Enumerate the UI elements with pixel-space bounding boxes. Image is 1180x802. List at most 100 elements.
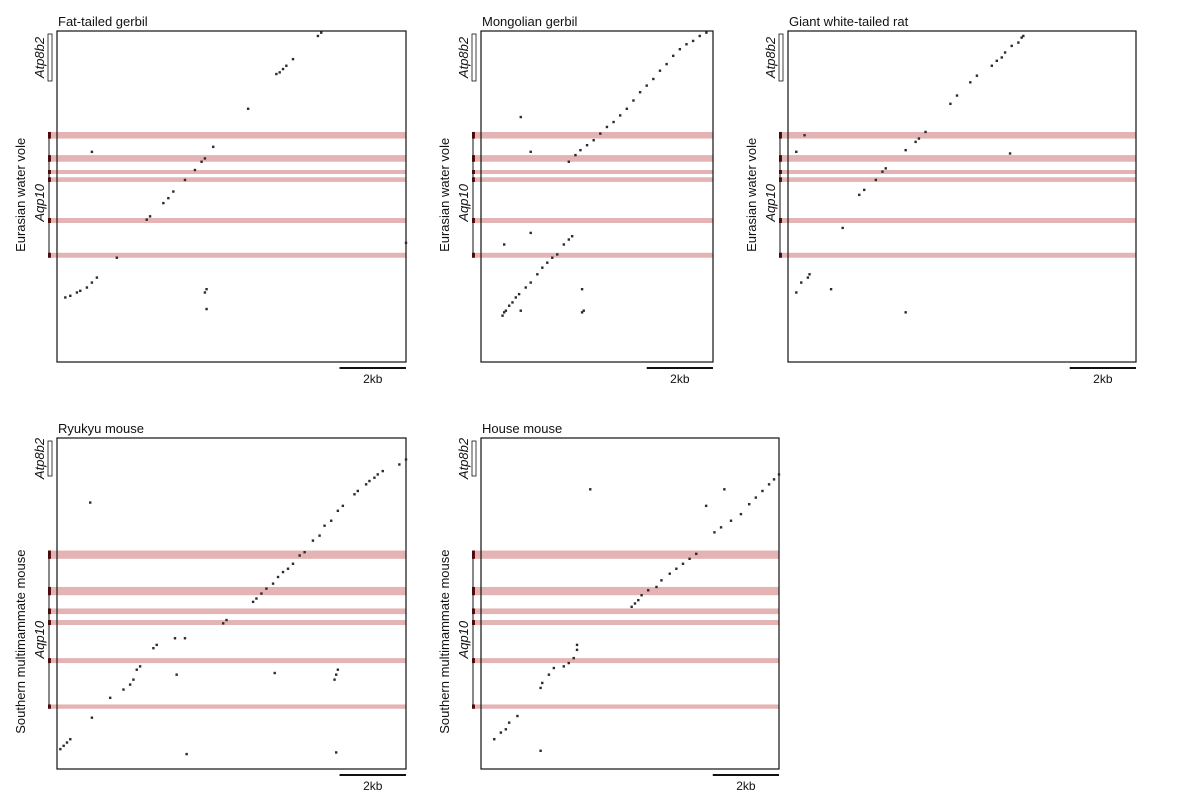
scale-bar-label: 2kb bbox=[363, 779, 383, 793]
data-point bbox=[580, 311, 584, 314]
data-point bbox=[612, 120, 615, 124]
atp8b2-gene-track bbox=[471, 33, 477, 82]
data-point bbox=[630, 605, 633, 609]
data-point bbox=[529, 281, 532, 284]
highlight-band bbox=[473, 550, 779, 559]
data-point bbox=[562, 665, 565, 668]
data-point bbox=[777, 473, 781, 476]
highlight-band bbox=[473, 155, 713, 162]
data-point bbox=[519, 115, 522, 119]
data-point bbox=[285, 64, 288, 67]
data-point bbox=[145, 218, 148, 221]
data-point bbox=[364, 483, 368, 486]
atp8b2-gene-track bbox=[471, 440, 477, 477]
scale-bar-label: 2kb bbox=[1093, 372, 1113, 386]
data-point bbox=[336, 668, 340, 671]
data-point bbox=[800, 281, 803, 284]
data-point bbox=[333, 678, 336, 681]
data-point bbox=[874, 178, 878, 182]
data-point bbox=[271, 582, 275, 585]
data-point bbox=[1010, 44, 1013, 48]
data-point bbox=[633, 602, 637, 605]
panel-title: Fat-tailed gerbil bbox=[58, 14, 148, 29]
data-point bbox=[975, 74, 979, 77]
data-point bbox=[135, 668, 138, 671]
data-point bbox=[517, 292, 521, 296]
panel-5: House mouse Southern multimammate mouse At… bbox=[437, 421, 781, 793]
data-point bbox=[739, 512, 743, 516]
data-point bbox=[660, 579, 663, 582]
data-point bbox=[203, 157, 207, 160]
data-point bbox=[318, 534, 321, 537]
data-point bbox=[503, 243, 506, 246]
data-point bbox=[255, 597, 258, 600]
data-point bbox=[335, 673, 338, 676]
data-point bbox=[767, 483, 771, 486]
panel-3: Giant white-tailed rat Eurasian water vol… bbox=[744, 14, 1137, 386]
data-point bbox=[260, 592, 263, 595]
data-point bbox=[917, 137, 921, 140]
data-point bbox=[373, 476, 376, 479]
data-point bbox=[62, 744, 65, 748]
data-point bbox=[632, 99, 635, 102]
gene-label-atp8b2: Atp8b2 bbox=[456, 437, 471, 480]
atp8b2-gene-track bbox=[778, 33, 784, 82]
highlight-band bbox=[49, 131, 406, 139]
panel-4: Ryukyu mouse Southern multimammate mouse A… bbox=[13, 421, 408, 793]
highlight-band bbox=[473, 131, 713, 139]
data-point bbox=[562, 243, 566, 246]
data-point bbox=[681, 562, 685, 565]
data-point bbox=[619, 114, 622, 117]
data-point bbox=[75, 291, 79, 294]
data-point bbox=[536, 273, 539, 276]
data-point bbox=[200, 160, 203, 163]
gene-label-aqp10: Aqp10 bbox=[456, 183, 471, 222]
data-point bbox=[175, 673, 178, 676]
data-point bbox=[376, 473, 379, 476]
data-point bbox=[580, 287, 584, 291]
atp8b2-gene-track bbox=[47, 440, 53, 477]
data-point bbox=[665, 62, 668, 66]
panel-2: Mongolian gerbil Eurasian water vole Atp8b… bbox=[437, 14, 714, 386]
data-point bbox=[286, 567, 290, 570]
data-point bbox=[698, 34, 701, 38]
highlight-band bbox=[49, 252, 406, 258]
panel-title: Mongolian gerbil bbox=[482, 14, 578, 29]
data-point bbox=[884, 167, 887, 170]
data-point bbox=[162, 201, 165, 205]
data-point bbox=[541, 266, 544, 269]
highlight-band bbox=[780, 170, 1136, 174]
data-point bbox=[185, 752, 188, 756]
data-point bbox=[152, 646, 155, 650]
data-point bbox=[645, 84, 648, 87]
data-point bbox=[914, 140, 917, 144]
gene-label-atp8b2: Atp8b2 bbox=[456, 36, 471, 79]
data-point bbox=[955, 94, 959, 97]
data-point bbox=[995, 59, 998, 62]
data-point bbox=[499, 731, 503, 734]
data-point bbox=[398, 463, 401, 466]
highlight-band bbox=[49, 170, 406, 174]
data-point bbox=[658, 69, 662, 72]
data-point bbox=[281, 570, 285, 574]
data-point bbox=[504, 309, 508, 312]
highlight-band bbox=[780, 252, 1136, 258]
data-point bbox=[128, 683, 132, 686]
plot-frame bbox=[480, 30, 714, 363]
data-point bbox=[924, 130, 927, 134]
data-point bbox=[65, 741, 69, 744]
data-point bbox=[524, 286, 527, 289]
data-point bbox=[575, 643, 579, 647]
data-point bbox=[539, 686, 542, 690]
scale-bar-label: 2kb bbox=[736, 779, 756, 793]
gene-label-aqp10: Aqp10 bbox=[32, 620, 47, 659]
data-point bbox=[330, 519, 333, 522]
data-point bbox=[493, 738, 496, 741]
data-point bbox=[1003, 51, 1007, 54]
data-point bbox=[969, 81, 972, 84]
highlight-band bbox=[49, 620, 406, 626]
data-point bbox=[546, 261, 549, 264]
data-point bbox=[132, 678, 135, 681]
gene-label-atp8b2: Atp8b2 bbox=[763, 36, 778, 79]
